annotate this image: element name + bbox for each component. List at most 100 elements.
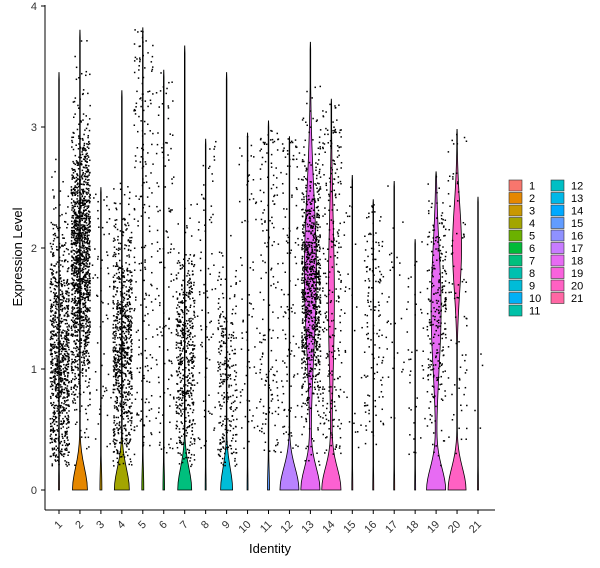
data-point [131,378,133,380]
data-point [204,376,207,378]
data-point [58,256,61,259]
data-point [297,237,299,240]
data-point [55,449,58,451]
data-point [112,301,114,304]
data-point [144,244,147,247]
data-point [67,304,70,307]
data-point [178,436,180,439]
data-point [87,298,89,301]
data-point [212,213,214,216]
data-point [229,444,231,447]
data-point [84,234,87,236]
data-point [312,239,314,241]
data-point [54,284,56,287]
data-point [49,286,52,289]
data-point [81,261,84,263]
data-point [240,348,243,350]
data-point [72,160,74,163]
data-point [126,317,129,320]
data-point [316,249,319,251]
data-point [76,200,79,203]
data-point [152,309,154,312]
data-point [185,337,188,340]
data-point [59,215,61,217]
data-point [137,225,139,227]
data-point [234,408,237,411]
data-point [79,280,82,282]
data-point [315,243,318,246]
data-point [77,286,80,289]
data-point [63,284,66,287]
data-point [74,301,77,303]
data-point [138,353,140,356]
data-point [191,325,194,328]
data-point [79,348,81,351]
data-point [282,192,284,194]
data-point [280,451,282,453]
data-point [115,363,118,366]
data-point [192,367,194,369]
data-point [71,226,74,229]
data-point [318,262,321,265]
data-point [114,433,116,435]
data-point [79,311,81,314]
data-point [246,184,248,186]
data-point [276,439,278,441]
data-point [155,359,158,361]
data-point [185,435,188,437]
data-point [57,405,59,407]
data-point [175,424,178,427]
data-point [64,415,67,418]
data-point [66,334,69,336]
data-point [273,203,276,206]
data-point [128,295,131,297]
data-point [169,211,172,213]
data-point [53,321,55,324]
data-point [192,355,195,358]
data-point [64,335,66,337]
data-point [71,209,73,211]
data-point [50,251,52,253]
data-point [176,425,179,428]
data-point [79,295,82,298]
data-point [55,303,58,305]
data-point [75,256,78,259]
data-point [126,290,128,292]
data-point [125,363,127,365]
data-point [121,285,123,287]
data-point [70,363,73,365]
data-point [269,219,271,222]
data-point [84,302,86,305]
data-point [179,354,182,357]
data-point [80,217,83,220]
data-point [133,124,136,126]
data-point [66,387,68,390]
data-point [192,341,194,343]
data-point [121,432,124,435]
data-point [83,247,85,250]
data-point [65,212,67,215]
data-point [78,123,80,125]
data-point [78,212,80,214]
data-point [125,387,128,389]
data-point [130,288,133,291]
data-point [63,220,66,223]
data-point [115,379,118,382]
data-point [121,353,123,356]
data-point [73,224,76,226]
data-point [55,295,58,297]
data-point [175,344,178,346]
data-point [311,343,314,345]
data-point [192,409,195,411]
data-point [59,325,62,327]
data-point [52,255,54,258]
data-point [65,461,68,463]
data-point [309,216,311,218]
data-point [150,283,152,286]
data-point [142,445,144,447]
data-point [84,273,86,276]
data-point [225,394,228,396]
data-point [73,312,76,314]
data-point [88,231,90,233]
data-point [85,282,87,284]
